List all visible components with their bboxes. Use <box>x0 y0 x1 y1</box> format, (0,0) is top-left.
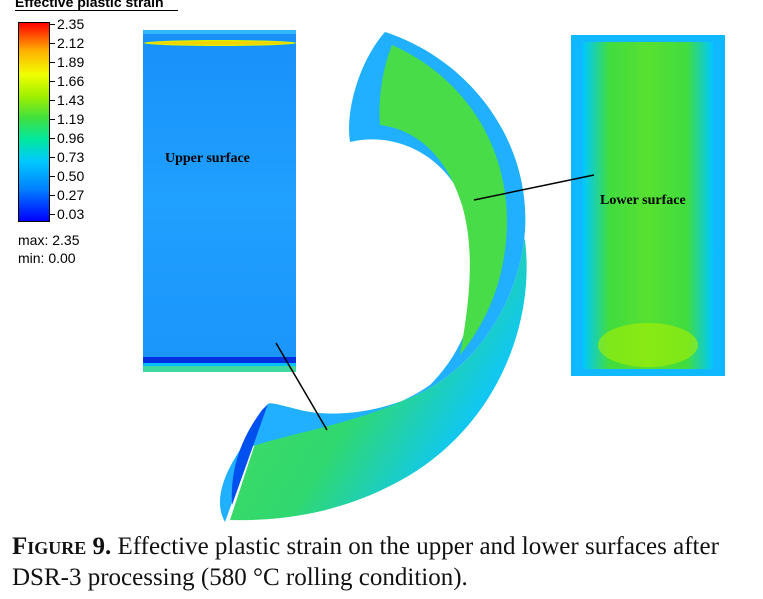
legend-tick-label: 0.73 <box>57 149 85 165</box>
legend-tick-mark <box>49 62 55 63</box>
legend-tick-label: 0.03 <box>57 206 85 222</box>
legend-tick-mark <box>49 24 55 25</box>
lower-surface-label: Lower surface <box>600 193 686 208</box>
legend-color-bar <box>18 22 50 222</box>
legend-tick-label: 0.50 <box>57 168 85 184</box>
legend-max-label: max: 2.35 <box>18 232 80 248</box>
lower-surface-leader-line <box>473 174 595 201</box>
legend-tick-label: 2.12 <box>57 35 85 51</box>
legend-tick-mark <box>49 119 55 120</box>
legend-tick-mark <box>49 214 55 215</box>
legend-tick-mark <box>49 81 55 82</box>
legend-tick-label: 2.35 <box>57 16 85 32</box>
legend-tick-mark <box>49 43 55 44</box>
legend-tick-label: 0.96 <box>57 130 85 146</box>
legend-tick-label: 1.43 <box>57 92 85 108</box>
curved-workpiece <box>220 32 527 522</box>
figure-caption-prefix: Figure 9. <box>12 533 112 560</box>
legend-tick-label: 1.66 <box>57 73 85 89</box>
figure-caption-text: Effective plastic strain on the upper an… <box>12 533 719 591</box>
legend-tick-label: 0.27 <box>57 187 85 203</box>
legend-title: Effective plastic strain <box>15 0 178 11</box>
upper-surface-leader-line <box>275 342 328 431</box>
upper-surface-label: Upper surface <box>165 151 250 166</box>
legend-tick-mark <box>49 176 55 177</box>
lower-surface-panel <box>571 35 725 376</box>
legend-tick-mark <box>49 138 55 139</box>
legend-tick-mark <box>49 100 55 101</box>
legend-tick-label: 1.19 <box>57 111 85 127</box>
figure-caption: Figure 9. Effective plastic strain on th… <box>12 531 752 593</box>
legend-tick-mark <box>49 195 55 196</box>
legend-tick-label: 1.89 <box>57 54 85 70</box>
legend-tick-mark <box>49 157 55 158</box>
upper-surface-panel <box>143 30 296 372</box>
strain-contour-diagram: Upper surface Lower surface <box>143 30 725 522</box>
legend-min-label: min: 0.00 <box>18 250 76 266</box>
